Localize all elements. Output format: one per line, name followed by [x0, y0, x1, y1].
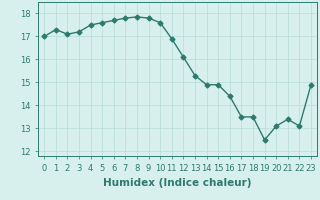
- X-axis label: Humidex (Indice chaleur): Humidex (Indice chaleur): [103, 178, 252, 188]
